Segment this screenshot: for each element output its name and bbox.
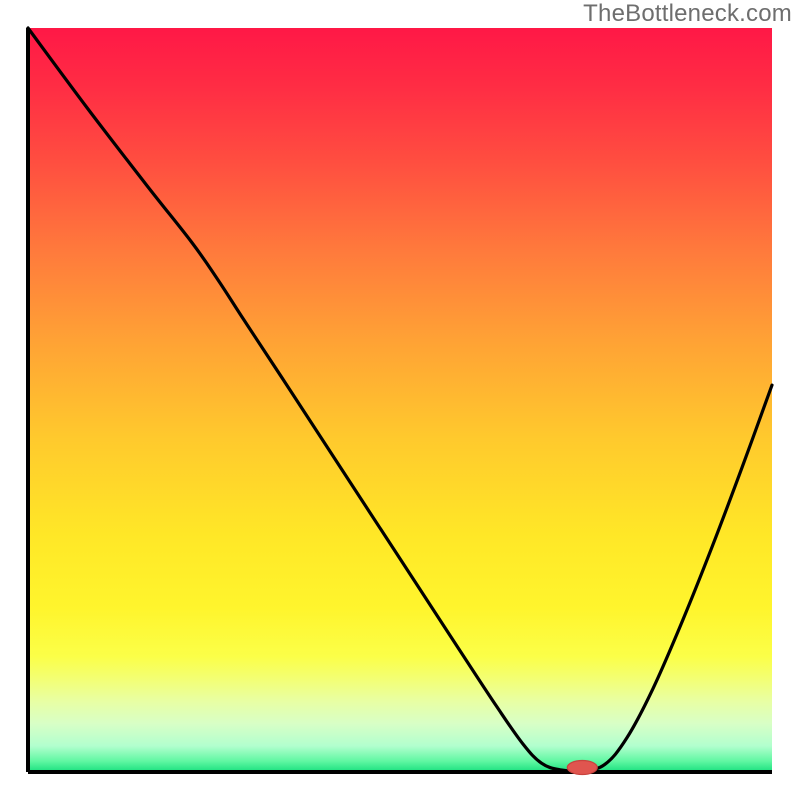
bottleneck-chart	[0, 0, 800, 800]
chart-container: TheBottleneck.com	[0, 0, 800, 800]
plot-background	[28, 28, 772, 772]
attribution-text: TheBottleneck.com	[583, 0, 792, 28]
optimal-marker	[567, 761, 597, 775]
